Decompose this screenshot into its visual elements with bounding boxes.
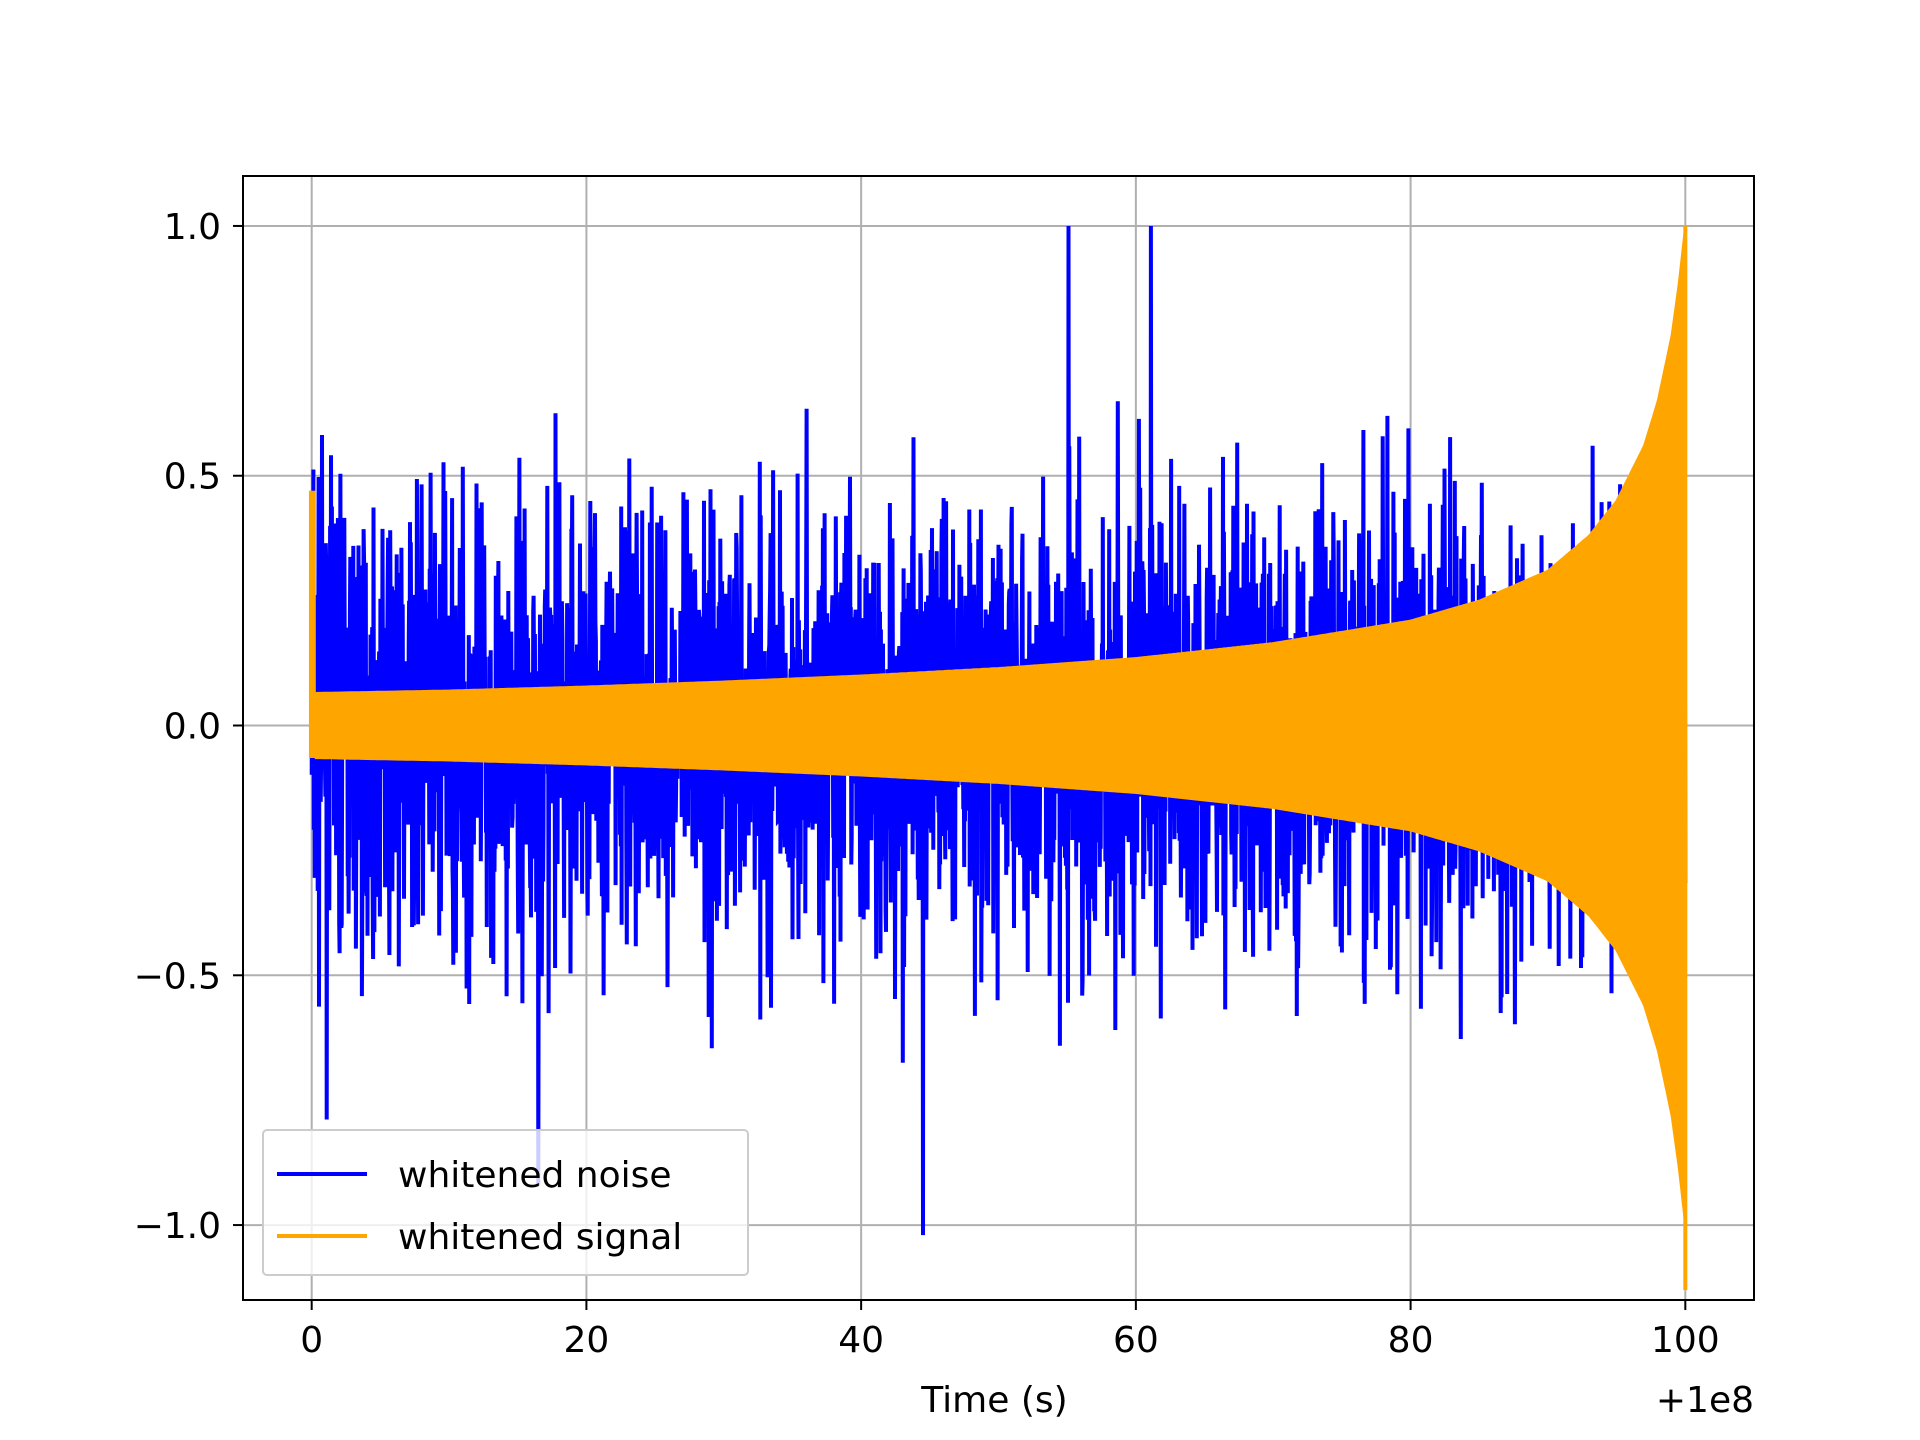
x-tick-label: 80 <box>1388 1320 1434 1361</box>
y-tick-label: −1.0 <box>134 1206 221 1247</box>
y-tick-label: 1.0 <box>164 207 221 248</box>
y-tick-label: −0.5 <box>134 956 221 997</box>
series-whitened-signal <box>308 225 1688 1291</box>
x-offset-label: +1e8 <box>1656 1380 1754 1421</box>
x-tick-label: 100 <box>1651 1320 1720 1361</box>
x-tick-label: 60 <box>1113 1320 1159 1361</box>
x-axis-label: Time (s) <box>920 1380 1067 1421</box>
x-tick-label: 20 <box>564 1320 610 1361</box>
legend-box <box>262 1129 749 1276</box>
series-whitened-noise <box>309 225 1688 1236</box>
y-tick-label: 0.5 <box>164 457 221 498</box>
plot-frame <box>242 175 1755 1301</box>
y-tick-label: 0.0 <box>164 707 221 748</box>
axis-ticks: 0 20 40 60 80 100 −1.0 −0.5 0.0 0.5 1.0 <box>134 207 1720 1361</box>
noise-trace <box>309 225 1688 1236</box>
legend-label-whitened-signal: whitened signal <box>398 1217 682 1258</box>
legend-label-whitened-noise: whitened noise <box>398 1155 672 1196</box>
x-tick-label: 0 <box>300 1320 323 1361</box>
signal-start-spike <box>308 490 316 758</box>
legend: whitened noise whitened signal <box>262 1129 749 1276</box>
x-tick-label: 40 <box>838 1320 884 1361</box>
